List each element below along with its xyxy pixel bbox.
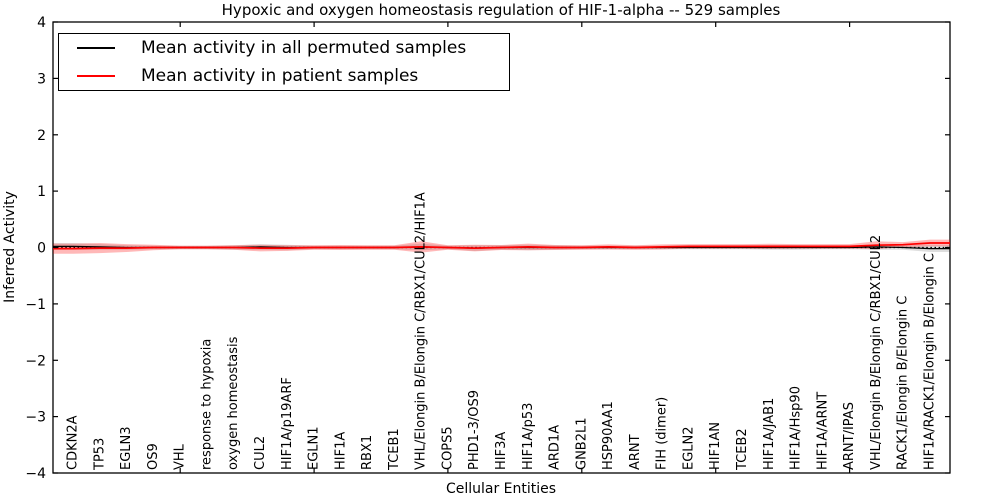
plot-area: −4 −3 −2 −1 0 1 2 3 4 CDKN2A TP53 EGLN3 OS9 VHL respon… [25,15,951,482]
legend-item-patient: Mean activity in patient samples [77,66,509,86]
y-ticks: −4 −3 −2 −1 0 1 2 3 4 [25,15,950,482]
category-label: PHD1-3/OS9 [467,390,482,470]
category-label: COPS5 [440,426,455,470]
category-label: OS9 [146,443,161,470]
category-label: ARD1A [548,425,563,470]
category-label: HIF1AN [708,422,723,470]
category-label: HIF1A/Hsp90 [789,386,804,470]
y-tick-label: 2 [37,128,46,144]
category-label: FIH (dimer) [655,397,670,470]
category-label: EGLN2 [681,426,696,470]
category-label: TCEB1 [387,428,402,471]
category-label: CUL2 [253,436,268,470]
category-label: HIF1A/p53 [521,403,536,470]
category-label: EGLN3 [119,426,134,470]
category-label: TP53 [92,438,107,471]
category-label: HIF1A [333,432,348,470]
category-label: EGLN1 [307,426,322,470]
legend-label-patient: Mean activity in patient samples [141,66,419,86]
category-label: HIF1A/ARNT [815,392,830,470]
y-tick-label: −4 [25,466,46,482]
y-tick-label: −1 [25,297,46,313]
category-label: response to hypoxia [200,339,215,470]
x-axis-label: Cellular Entities [446,481,556,497]
legend: Mean activity in all permuted samples Me… [58,33,510,91]
legend-line-patient-icon [77,75,115,77]
category-label: RBX1 [360,435,375,470]
x-ticks [179,22,851,473]
y-tick-label: 4 [37,15,46,31]
category-label: VHL/Elongin B/Elongin C/RBX1/CUL2 [869,235,884,470]
category-label: ARNT/IPAS [842,402,857,470]
category-label: HIF1A/p19ARF [280,377,295,470]
category-label: HSP90AA1 [601,401,616,470]
legend-item-permuted: Mean activity in all permuted samples [77,38,509,58]
category-label: GNB2L1 [574,417,589,470]
y-axis-label: Inferred Activity [2,191,18,303]
category-label: HIF3A [494,432,509,470]
y-tick-label: 3 [37,71,46,87]
legend-label-permuted: Mean activity in all permuted samples [141,38,467,58]
category-label: ARNT [628,434,643,470]
y-tick-label: −2 [25,353,46,369]
category-label: TCEB2 [735,428,750,471]
chart-title: Hypoxic and oxygen homeostasis regulatio… [222,1,781,19]
category-label: HIF1A/JAB1 [762,398,777,470]
category-label: VHL [173,443,188,470]
x-category-labels: CDKN2A TP53 EGLN3 OS9 VHL response to hypoxia… [66,192,938,471]
y-tick-label: 1 [37,184,46,200]
category-label: HIF1A/RACK1/Elongin B/Elongin C [922,253,937,470]
legend-line-permuted-icon [77,47,115,49]
category-label: oxygen homeostasis [226,336,241,470]
y-tick-label: −3 [25,410,46,426]
series-line-1 [53,242,950,250]
category-label: CDKN2A [66,415,81,470]
category-label: VHL/Elongin B/Elongin C/RBX1/CUL2/HIF1A [414,192,429,470]
category-label: RACK1/Elongin B/Elongin C [896,296,911,470]
y-tick-label: 0 [37,241,46,257]
